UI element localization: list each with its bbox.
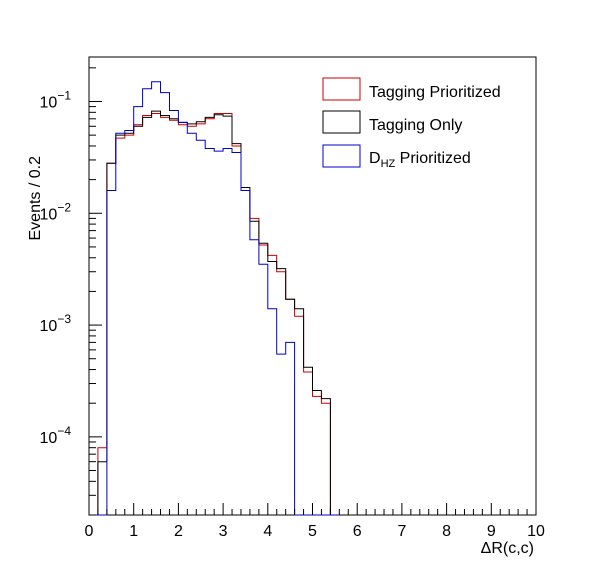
- x-tick-label: 2: [174, 523, 183, 540]
- series-line-tagging-prioritized: [89, 114, 339, 516]
- series-line-d-hz-prioritized: [89, 82, 339, 515]
- y-axis-title: Events / 0.2: [27, 156, 44, 241]
- legend-label-dhz-prioritized: DHZ Prioritized: [369, 150, 471, 170]
- legend-label-tagging-only: Tagging Only: [369, 117, 462, 134]
- x-tick-label: 10: [527, 523, 545, 540]
- y-tick-label: 10−3: [40, 312, 72, 335]
- x-tick-label: 8: [442, 523, 451, 540]
- x-tick-label: 0: [85, 523, 94, 540]
- y-tick-label: 10−4: [40, 424, 72, 447]
- x-tick-label: 1: [129, 523, 138, 540]
- x-tick-label: 3: [219, 523, 228, 540]
- x-tick-label: 6: [353, 523, 362, 540]
- x-tick-label: 7: [397, 523, 406, 540]
- legend-swatch-tagging-prioritized: [323, 78, 360, 100]
- y-tick-label: 10−2: [40, 200, 72, 223]
- series-line-tagging-only: [89, 111, 339, 515]
- x-axis-title: ΔR(c,c): [481, 540, 534, 557]
- x-tick-label: 5: [308, 523, 317, 540]
- plot-frame: [89, 57, 536, 515]
- y-axis: 10−4 10−3 10−2 10−1: [40, 68, 102, 515]
- x-tick-label: 4: [263, 523, 272, 540]
- legend-swatch-tagging-only: [323, 111, 360, 133]
- x-axis: 0 1 2 3 4 5 6 7 8 9 10: [85, 503, 545, 540]
- x-tick-label: 9: [487, 523, 496, 540]
- legend-label-tagging-prioritized: Tagging Prioritized: [369, 84, 501, 101]
- legend: Tagging Prioritized Tagging Only DHZ Pri…: [323, 78, 501, 170]
- series-layer: [89, 82, 339, 515]
- y-tick-label: 10−1: [40, 88, 72, 111]
- legend-swatch-dhz-prioritized: [323, 145, 360, 167]
